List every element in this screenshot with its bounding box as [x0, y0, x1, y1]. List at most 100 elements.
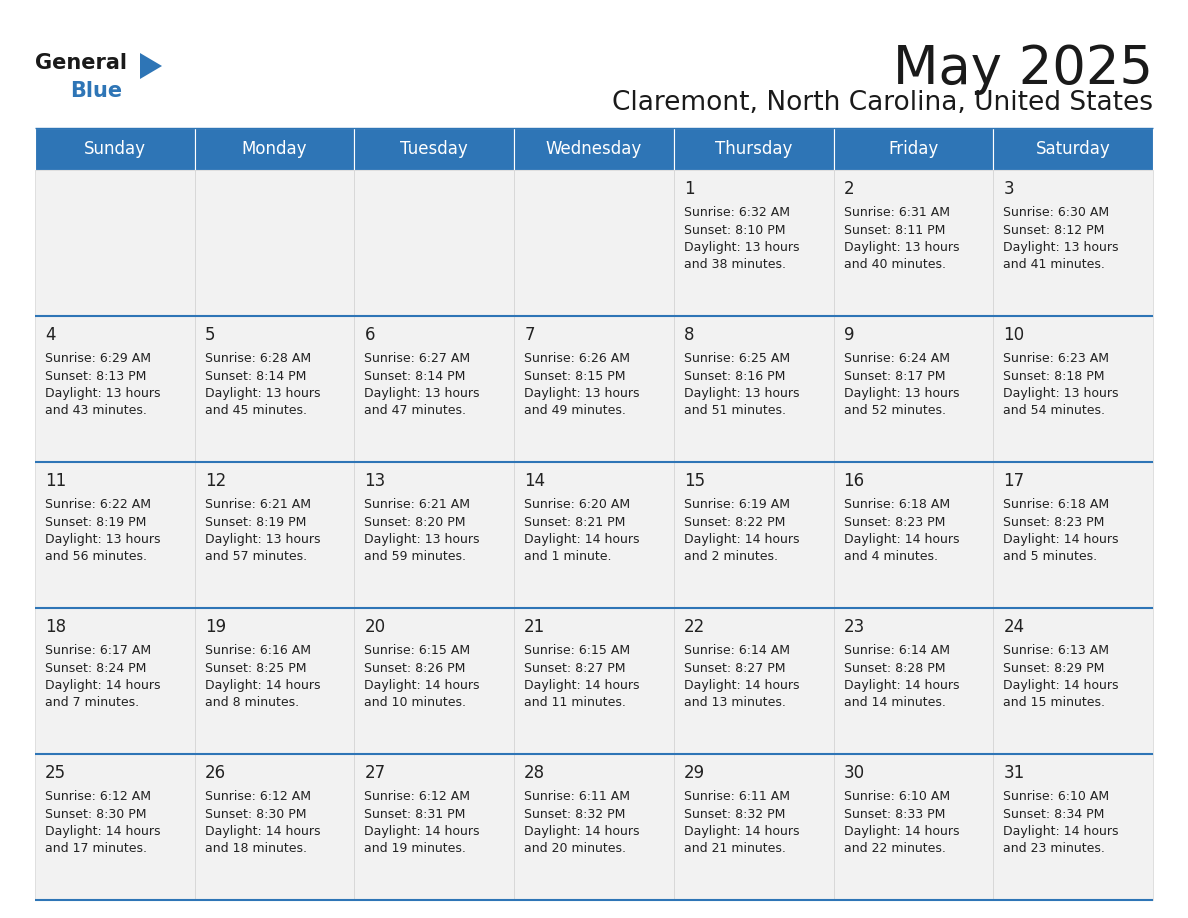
Text: 27: 27: [365, 764, 386, 782]
Bar: [514, 754, 674, 900]
Polygon shape: [140, 53, 162, 79]
Bar: [993, 316, 1154, 462]
Bar: [674, 170, 834, 316]
Bar: [993, 754, 1154, 900]
Text: Monday: Monday: [242, 140, 308, 158]
Text: 24: 24: [1004, 618, 1024, 636]
Bar: [34, 128, 195, 170]
Text: Sunrise: 6:11 AM
Sunset: 8:32 PM
Daylight: 14 hours
and 21 minutes.: Sunrise: 6:11 AM Sunset: 8:32 PM Dayligh…: [684, 790, 800, 856]
Text: Sunrise: 6:24 AM
Sunset: 8:17 PM
Daylight: 13 hours
and 52 minutes.: Sunrise: 6:24 AM Sunset: 8:17 PM Dayligh…: [843, 352, 959, 418]
Text: Sunrise: 6:22 AM
Sunset: 8:19 PM
Daylight: 13 hours
and 56 minutes.: Sunrise: 6:22 AM Sunset: 8:19 PM Dayligh…: [45, 498, 160, 564]
Text: 4: 4: [45, 326, 56, 344]
Bar: [195, 462, 354, 608]
Text: 9: 9: [843, 326, 854, 344]
Text: 14: 14: [524, 472, 545, 490]
Text: 15: 15: [684, 472, 704, 490]
Bar: [354, 608, 514, 754]
Text: 21: 21: [524, 618, 545, 636]
Text: Sunrise: 6:18 AM
Sunset: 8:23 PM
Daylight: 14 hours
and 4 minutes.: Sunrise: 6:18 AM Sunset: 8:23 PM Dayligh…: [843, 498, 959, 564]
Text: Sunrise: 6:12 AM
Sunset: 8:30 PM
Daylight: 14 hours
and 18 minutes.: Sunrise: 6:12 AM Sunset: 8:30 PM Dayligh…: [204, 790, 321, 856]
Bar: [834, 462, 993, 608]
Text: Wednesday: Wednesday: [545, 140, 643, 158]
Text: 16: 16: [843, 472, 865, 490]
Bar: [354, 170, 514, 316]
Text: Sunrise: 6:15 AM
Sunset: 8:27 PM
Daylight: 14 hours
and 11 minutes.: Sunrise: 6:15 AM Sunset: 8:27 PM Dayligh…: [524, 644, 639, 710]
Text: Sunrise: 6:20 AM
Sunset: 8:21 PM
Daylight: 14 hours
and 1 minute.: Sunrise: 6:20 AM Sunset: 8:21 PM Dayligh…: [524, 498, 639, 564]
Bar: [34, 316, 195, 462]
Bar: [674, 608, 834, 754]
Text: 31: 31: [1004, 764, 1024, 782]
Text: 23: 23: [843, 618, 865, 636]
Bar: [34, 462, 195, 608]
Text: Sunrise: 6:25 AM
Sunset: 8:16 PM
Daylight: 13 hours
and 51 minutes.: Sunrise: 6:25 AM Sunset: 8:16 PM Dayligh…: [684, 352, 800, 418]
Text: 17: 17: [1004, 472, 1024, 490]
Text: 5: 5: [204, 326, 215, 344]
Text: Sunrise: 6:30 AM
Sunset: 8:12 PM
Daylight: 13 hours
and 41 minutes.: Sunrise: 6:30 AM Sunset: 8:12 PM Dayligh…: [1004, 206, 1119, 272]
Text: 20: 20: [365, 618, 386, 636]
Text: Sunrise: 6:23 AM
Sunset: 8:18 PM
Daylight: 13 hours
and 54 minutes.: Sunrise: 6:23 AM Sunset: 8:18 PM Dayligh…: [1004, 352, 1119, 418]
Text: Sunrise: 6:11 AM
Sunset: 8:32 PM
Daylight: 14 hours
and 20 minutes.: Sunrise: 6:11 AM Sunset: 8:32 PM Dayligh…: [524, 790, 639, 856]
Text: Claremont, North Carolina, United States: Claremont, North Carolina, United States: [612, 90, 1154, 116]
Bar: [514, 316, 674, 462]
Bar: [34, 170, 195, 316]
Text: Sunrise: 6:12 AM
Sunset: 8:30 PM
Daylight: 14 hours
and 17 minutes.: Sunrise: 6:12 AM Sunset: 8:30 PM Dayligh…: [45, 790, 160, 856]
Text: Sunrise: 6:12 AM
Sunset: 8:31 PM
Daylight: 14 hours
and 19 minutes.: Sunrise: 6:12 AM Sunset: 8:31 PM Dayligh…: [365, 790, 480, 856]
Text: Sunrise: 6:18 AM
Sunset: 8:23 PM
Daylight: 14 hours
and 5 minutes.: Sunrise: 6:18 AM Sunset: 8:23 PM Dayligh…: [1004, 498, 1119, 564]
Bar: [993, 170, 1154, 316]
Bar: [674, 754, 834, 900]
Bar: [34, 608, 195, 754]
Text: Sunday: Sunday: [84, 140, 146, 158]
Text: Sunrise: 6:13 AM
Sunset: 8:29 PM
Daylight: 14 hours
and 15 minutes.: Sunrise: 6:13 AM Sunset: 8:29 PM Dayligh…: [1004, 644, 1119, 710]
Text: May 2025: May 2025: [893, 43, 1154, 95]
Bar: [674, 128, 834, 170]
Bar: [834, 128, 993, 170]
Text: 11: 11: [45, 472, 67, 490]
Bar: [195, 170, 354, 316]
Text: Sunrise: 6:15 AM
Sunset: 8:26 PM
Daylight: 14 hours
and 10 minutes.: Sunrise: 6:15 AM Sunset: 8:26 PM Dayligh…: [365, 644, 480, 710]
Text: Sunrise: 6:28 AM
Sunset: 8:14 PM
Daylight: 13 hours
and 45 minutes.: Sunrise: 6:28 AM Sunset: 8:14 PM Dayligh…: [204, 352, 321, 418]
Text: Sunrise: 6:26 AM
Sunset: 8:15 PM
Daylight: 13 hours
and 49 minutes.: Sunrise: 6:26 AM Sunset: 8:15 PM Dayligh…: [524, 352, 639, 418]
Bar: [195, 128, 354, 170]
Text: 1: 1: [684, 180, 695, 198]
Text: 19: 19: [204, 618, 226, 636]
Bar: [195, 608, 354, 754]
Bar: [674, 316, 834, 462]
Bar: [674, 462, 834, 608]
Bar: [354, 128, 514, 170]
Bar: [34, 754, 195, 900]
Text: Sunrise: 6:21 AM
Sunset: 8:20 PM
Daylight: 13 hours
and 59 minutes.: Sunrise: 6:21 AM Sunset: 8:20 PM Dayligh…: [365, 498, 480, 564]
Bar: [834, 170, 993, 316]
Text: 26: 26: [204, 764, 226, 782]
Bar: [195, 754, 354, 900]
Text: Sunrise: 6:32 AM
Sunset: 8:10 PM
Daylight: 13 hours
and 38 minutes.: Sunrise: 6:32 AM Sunset: 8:10 PM Dayligh…: [684, 206, 800, 272]
Text: Sunrise: 6:16 AM
Sunset: 8:25 PM
Daylight: 14 hours
and 8 minutes.: Sunrise: 6:16 AM Sunset: 8:25 PM Dayligh…: [204, 644, 321, 710]
Text: Sunrise: 6:29 AM
Sunset: 8:13 PM
Daylight: 13 hours
and 43 minutes.: Sunrise: 6:29 AM Sunset: 8:13 PM Dayligh…: [45, 352, 160, 418]
Text: Tuesday: Tuesday: [400, 140, 468, 158]
Text: 3: 3: [1004, 180, 1013, 198]
Text: Thursday: Thursday: [715, 140, 792, 158]
Text: 25: 25: [45, 764, 67, 782]
Bar: [993, 462, 1154, 608]
Text: Friday: Friday: [889, 140, 939, 158]
Text: Sunrise: 6:14 AM
Sunset: 8:27 PM
Daylight: 14 hours
and 13 minutes.: Sunrise: 6:14 AM Sunset: 8:27 PM Dayligh…: [684, 644, 800, 710]
Bar: [834, 316, 993, 462]
Text: 10: 10: [1004, 326, 1024, 344]
Text: Blue: Blue: [70, 81, 122, 101]
Text: General: General: [34, 53, 127, 73]
Bar: [993, 608, 1154, 754]
Text: 2: 2: [843, 180, 854, 198]
Bar: [834, 754, 993, 900]
Bar: [514, 170, 674, 316]
Text: Sunrise: 6:19 AM
Sunset: 8:22 PM
Daylight: 14 hours
and 2 minutes.: Sunrise: 6:19 AM Sunset: 8:22 PM Dayligh…: [684, 498, 800, 564]
Text: Saturday: Saturday: [1036, 140, 1111, 158]
Text: Sunrise: 6:10 AM
Sunset: 8:33 PM
Daylight: 14 hours
and 22 minutes.: Sunrise: 6:10 AM Sunset: 8:33 PM Dayligh…: [843, 790, 959, 856]
Text: Sunrise: 6:31 AM
Sunset: 8:11 PM
Daylight: 13 hours
and 40 minutes.: Sunrise: 6:31 AM Sunset: 8:11 PM Dayligh…: [843, 206, 959, 272]
Bar: [514, 128, 674, 170]
Text: Sunrise: 6:17 AM
Sunset: 8:24 PM
Daylight: 14 hours
and 7 minutes.: Sunrise: 6:17 AM Sunset: 8:24 PM Dayligh…: [45, 644, 160, 710]
Text: 29: 29: [684, 764, 704, 782]
Bar: [514, 462, 674, 608]
Text: Sunrise: 6:27 AM
Sunset: 8:14 PM
Daylight: 13 hours
and 47 minutes.: Sunrise: 6:27 AM Sunset: 8:14 PM Dayligh…: [365, 352, 480, 418]
Text: 7: 7: [524, 326, 535, 344]
Text: 18: 18: [45, 618, 67, 636]
Text: 30: 30: [843, 764, 865, 782]
